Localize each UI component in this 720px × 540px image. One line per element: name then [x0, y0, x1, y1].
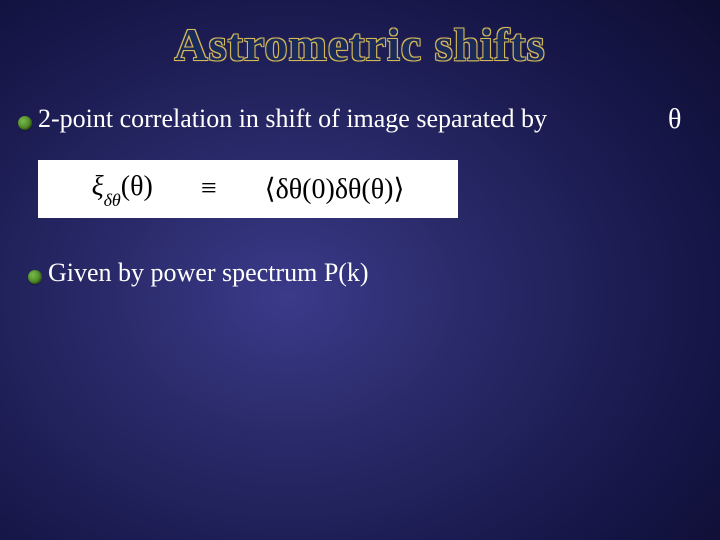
- slide-title: Astrometric shifts: [0, 18, 720, 71]
- body-line-1: 2-point correlation in shift of image se…: [38, 104, 547, 134]
- formula-lhs-sub: δθ: [104, 190, 121, 210]
- bullet-icon: [18, 116, 32, 130]
- formula-box: ξδθ(θ) ≡ ⟨δθ(0)δθ(θ)⟩: [38, 160, 458, 218]
- bullet-icon: [28, 270, 42, 284]
- formula-rhs: ⟨δθ(0)δθ(θ)⟩: [265, 172, 405, 206]
- slide: Astrometric shifts 2-point correlation i…: [0, 0, 720, 540]
- formula-lhs: ξδθ(θ): [92, 171, 153, 207]
- formula-equiv: ≡: [201, 173, 217, 205]
- formula-xi: ξ: [92, 171, 104, 202]
- body-line-2: Given by power spectrum P(k): [48, 258, 369, 288]
- theta-symbol: θ: [668, 104, 681, 136]
- formula-lhs-arg: (θ): [121, 171, 153, 202]
